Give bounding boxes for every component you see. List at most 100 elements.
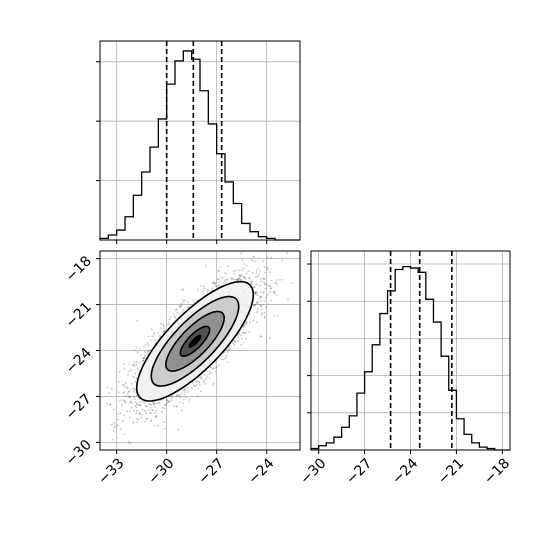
joint-point xyxy=(243,276,246,279)
joint-point xyxy=(132,375,135,378)
joint-point xyxy=(238,274,241,277)
joint-point xyxy=(161,406,164,409)
joint-point xyxy=(255,291,258,293)
joint-point xyxy=(168,321,170,324)
joint-point xyxy=(124,382,127,385)
joint-point xyxy=(176,311,179,314)
joint-point xyxy=(135,361,138,364)
joint-point xyxy=(224,357,226,360)
joint-point xyxy=(128,442,131,445)
joint-point xyxy=(122,391,125,394)
joint-point xyxy=(209,370,211,373)
joint-point xyxy=(273,290,276,293)
joint-point xyxy=(134,389,137,391)
joint-point xyxy=(183,388,186,391)
joint-point xyxy=(187,386,189,389)
joint-point xyxy=(251,259,253,262)
joint-point xyxy=(188,304,191,306)
joint-point xyxy=(246,321,248,323)
joint-point xyxy=(263,278,265,280)
joint-point xyxy=(151,335,154,338)
joint-point xyxy=(264,271,267,274)
joint-point xyxy=(113,426,116,429)
joint-point xyxy=(259,295,262,298)
joint-point xyxy=(257,267,260,270)
right-hist-xtick-label-4: −18 xyxy=(481,456,513,488)
joint-xtick-label-1: −30 xyxy=(145,456,177,488)
joint-point xyxy=(128,363,131,365)
joint-point xyxy=(196,395,199,398)
joint-point xyxy=(167,400,170,403)
joint-point xyxy=(276,282,278,285)
joint-point xyxy=(127,390,130,393)
joint-point xyxy=(163,330,166,333)
joint-point xyxy=(143,401,145,404)
joint-point xyxy=(137,404,140,406)
joint-point xyxy=(135,412,137,414)
joint-point xyxy=(262,277,265,280)
joint-point xyxy=(128,396,131,399)
joint-point xyxy=(286,252,288,254)
joint-point xyxy=(147,344,150,346)
joint-point xyxy=(139,404,142,406)
joint-point xyxy=(135,346,138,348)
joint-point xyxy=(132,364,135,366)
joint-point xyxy=(123,368,126,370)
joint-point xyxy=(119,399,121,402)
joint-point xyxy=(131,422,134,425)
joint-point xyxy=(136,421,138,423)
joint-point xyxy=(270,279,273,282)
joint-point xyxy=(135,406,138,409)
joint-point xyxy=(201,376,204,379)
joint-plot-area xyxy=(100,246,300,450)
joint-point xyxy=(290,282,293,284)
joint-point xyxy=(132,421,135,424)
joint-point xyxy=(211,287,214,289)
joint-point xyxy=(235,269,237,272)
joint-point xyxy=(242,267,245,270)
joint-point xyxy=(217,364,220,367)
joint-point xyxy=(112,430,115,433)
joint-point xyxy=(205,377,207,380)
joint-point xyxy=(133,395,136,398)
joint-point xyxy=(258,284,261,287)
joint-point xyxy=(240,274,243,276)
joint-point xyxy=(267,268,269,271)
joint-point xyxy=(253,304,256,307)
joint-point xyxy=(228,345,231,348)
joint-xtick-label-2: −27 xyxy=(195,456,227,488)
joint-point xyxy=(216,278,219,280)
joint-density-panel: −33 −30 −27 −24−30−27−24−21−18 xyxy=(63,246,301,488)
joint-point xyxy=(111,387,113,390)
joint-point xyxy=(150,420,152,422)
joint-point xyxy=(133,349,136,352)
joint-point xyxy=(263,246,265,248)
joint-point xyxy=(255,321,258,323)
joint-point xyxy=(260,304,263,307)
joint-point xyxy=(137,418,140,421)
joint-point xyxy=(150,403,153,406)
joint-point xyxy=(164,404,167,406)
joint-point xyxy=(248,330,251,333)
joint-point xyxy=(243,332,245,334)
joint-point xyxy=(166,399,168,401)
joint-point xyxy=(259,304,262,307)
joint-point xyxy=(273,291,276,293)
joint-point xyxy=(198,383,201,386)
joint-point xyxy=(144,354,146,357)
joint-point xyxy=(210,366,213,369)
joint-point xyxy=(240,337,243,340)
joint-point xyxy=(197,380,200,383)
joint-point xyxy=(260,296,262,298)
joint-point xyxy=(255,271,258,273)
joint-point xyxy=(150,328,153,331)
joint-point xyxy=(204,265,207,267)
joint-point xyxy=(252,256,255,258)
joint-point xyxy=(157,402,160,405)
joint-point xyxy=(268,285,271,288)
joint-point xyxy=(264,296,267,299)
joint-point xyxy=(256,294,259,297)
joint-point xyxy=(155,415,158,418)
joint-point xyxy=(238,269,241,272)
joint-point xyxy=(270,299,272,302)
